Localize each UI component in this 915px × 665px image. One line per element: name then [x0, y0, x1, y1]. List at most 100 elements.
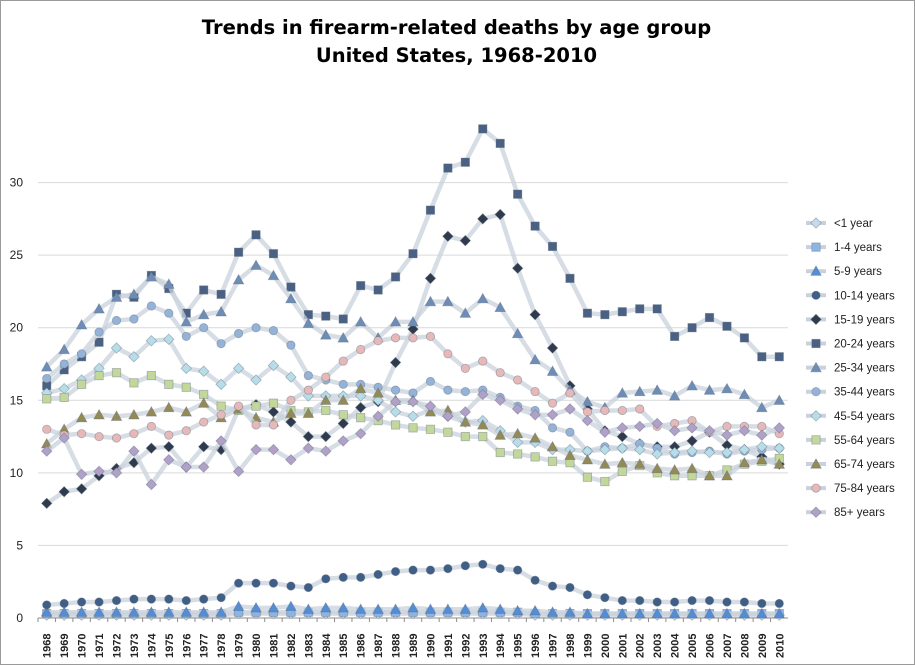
- data-point-5-9-years-1995: [511, 604, 524, 616]
- data-point-20-24-years-1993: [478, 124, 488, 134]
- data-point-75-84-years-1968: [42, 424, 52, 434]
- data-point-75-84-years-1981: [268, 420, 279, 430]
- data-point-25-34-years-1996: [529, 353, 541, 365]
- data-point-5-9-years-1977: [197, 606, 210, 617]
- data-point-25-34-years-1977: [197, 308, 210, 320]
- data-point-15-19-years-1984: [320, 430, 332, 443]
- x-tick-label-1996: 1996: [530, 634, 542, 658]
- data-point-65-74-years-1975: [162, 401, 175, 413]
- data-point-55-64-years-2001: [617, 466, 627, 477]
- data-point-55-64-years-1988: [390, 420, 401, 430]
- x-tick-label-1971: 1971: [94, 634, 106, 658]
- data-point-55-64-years-1985: [338, 410, 348, 420]
- x-tick-label-1979: 1979: [234, 634, 246, 658]
- data-point-25-34-years-1972: [110, 291, 123, 302]
- data-point-45-54-years-1986: [354, 390, 367, 402]
- data-point-15-19-years-1990: [424, 272, 437, 285]
- data-point-25-34-years-2006: [703, 384, 716, 395]
- data-point-25-34-years-1999: [581, 395, 594, 407]
- data-point-10-14-years-1977: [199, 594, 209, 604]
- data-point-85-years-2000: [599, 426, 611, 438]
- x-tick-label-1969: 1969: [59, 634, 71, 658]
- data-point-75-84-years-1980: [251, 420, 261, 430]
- data-point-15-19-years-1975: [163, 440, 175, 453]
- x-tick-label-1975: 1975: [164, 634, 176, 658]
- data-point-35-44-years-1975: [164, 308, 174, 318]
- data-point-25-34-years-1991: [442, 295, 454, 307]
- data-point-55-64-years-1975: [164, 379, 174, 389]
- data-point-85-years-1985: [337, 435, 349, 447]
- data-point-75-84-years-1977: [199, 417, 209, 427]
- data-point-75-84-years-1986: [356, 344, 366, 355]
- data-point-5-9-years-1969: [58, 606, 71, 617]
- data-point-65-74-years-2004: [668, 463, 681, 475]
- x-tick-label-1992: 1992: [460, 634, 472, 658]
- data-point-45-54-years-1972: [110, 342, 123, 354]
- data-point-15-19-years-1988: [389, 356, 402, 369]
- data-point-25-34-years-1980: [250, 259, 262, 270]
- data-point-45-54-years-1980: [250, 374, 262, 386]
- data-point-25-34-years-1988: [389, 315, 402, 327]
- data-point-55-64-years-1992: [460, 431, 470, 442]
- y-tick-label-30: 30: [10, 176, 24, 190]
- x-tick-label-2008: 2008: [739, 634, 751, 658]
- data-point-65-74-years-1986: [354, 382, 367, 394]
- data-point-45-54-years-1978: [215, 378, 227, 391]
- data-point-25-34-years-2001: [616, 387, 629, 398]
- data-point-5-9-years-1997: [546, 606, 559, 617]
- data-point-10-14-years-1994: [495, 564, 505, 574]
- data-point-35-44-years-1990: [425, 376, 436, 387]
- data-point-25-34-years-2003: [651, 384, 664, 395]
- data-point-85-years-2009: [756, 429, 768, 441]
- x-tick-label-1991: 1991: [443, 634, 455, 658]
- data-point-45-54-years-2004: [668, 446, 681, 459]
- data-point-5-9-years-2009: [755, 607, 768, 619]
- data-point-65-74-years-2007: [721, 469, 733, 481]
- data-point-45-54-years-2006: [703, 446, 716, 459]
- data-point-85-years-1996: [529, 409, 541, 421]
- data-point-15-19-years-1994: [494, 208, 506, 221]
- data-point-25-34-years-1990: [424, 295, 437, 307]
- data-point-10-14-years-1975: [164, 594, 174, 604]
- legend-label-55-64-years: 55-64 years: [834, 435, 895, 447]
- x-tick-label-2001: 2001: [617, 634, 629, 658]
- data-point-5-9-years-1981: [267, 601, 280, 613]
- chart-subtitle: United States, 1968-2010: [315, 44, 598, 67]
- x-tick-label-1970: 1970: [77, 634, 89, 658]
- x-tick-label-1983: 1983: [303, 634, 315, 658]
- data-point-55-64-years-1991: [443, 427, 453, 437]
- data-point-25-34-years-1968: [40, 360, 53, 372]
- data-point-10-14-years-1991: [443, 564, 453, 574]
- data-point-65-74-years-2005: [686, 462, 698, 474]
- data-point-85-years-1998: [564, 403, 576, 415]
- data-point-65-74-years-2010: [773, 458, 786, 469]
- data-point-5-9-years-2010: [773, 607, 786, 619]
- data-point-20-24-years-2004: [670, 331, 680, 342]
- data-point-5-9-years-1991: [442, 603, 454, 614]
- data-point-65-74-years-1993: [476, 418, 489, 430]
- data-point-45-54-years-2003: [651, 448, 663, 460]
- data-point-5-9-years-1982: [285, 600, 297, 611]
- data-point-25-34-years-1973: [128, 288, 140, 299]
- data-point-35-44-years-1979: [233, 328, 244, 339]
- data-point-75-84-years-1987: [373, 336, 383, 346]
- x-tick-label-1973: 1973: [129, 634, 141, 658]
- data-point-75-84-years-2007: [722, 421, 732, 432]
- legend-label-65-74-years: 65-74 years: [834, 459, 895, 471]
- legend-marker-20-24-years: [811, 338, 821, 349]
- legend-marker-1-year: [810, 217, 822, 229]
- data-point-5-9-years-1989: [407, 601, 419, 613]
- x-tick-label-1988: 1988: [391, 634, 403, 658]
- data-point-55-64-years-2000: [600, 476, 610, 487]
- data-point-85-years-1983: [302, 442, 315, 454]
- data-point-10-14-years-1996: [530, 575, 540, 585]
- data-point-20-24-years-1985: [338, 314, 348, 324]
- series-20-24-years: [42, 124, 784, 391]
- data-point-55-64-years-1971: [94, 371, 104, 381]
- data-point-75-84-years-1976: [181, 426, 191, 436]
- data-point-25-34-years-1970: [75, 318, 88, 330]
- data-point-85-years-1990: [424, 400, 437, 412]
- data-point-25-34-years-2008: [738, 388, 751, 400]
